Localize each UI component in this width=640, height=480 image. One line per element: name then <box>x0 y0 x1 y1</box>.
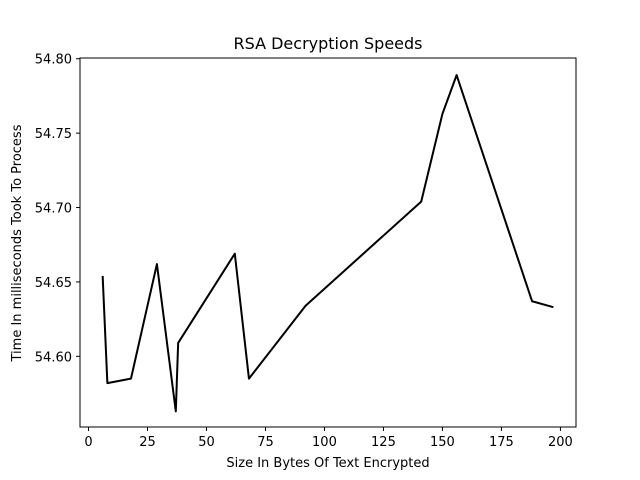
plot-area <box>101 74 554 413</box>
y-axis: 54.60 54.65 54.70 54.75 54.80 <box>35 53 80 365</box>
x-tick-label: 175 <box>489 435 514 450</box>
y-tick-label: 54.70 <box>35 202 72 217</box>
x-tick-label: 200 <box>548 435 573 450</box>
y-tick-label: 54.75 <box>35 127 72 142</box>
y-tick-label: 54.80 <box>35 53 72 68</box>
chart-title: RSA Decryption Speeds <box>234 34 423 53</box>
x-tick-label: 25 <box>139 435 156 450</box>
axes-frame <box>79 57 577 428</box>
y-axis-label: Time In milliseconds Took To Process <box>10 124 25 362</box>
x-tick-label: 50 <box>198 435 215 450</box>
x-tick-label: 0 <box>84 435 92 450</box>
series-line <box>101 74 554 413</box>
x-axis: 0 25 50 75 100 125 150 175 200 <box>84 427 573 450</box>
x-axis-label: Size In Bytes Of Text Encrypted <box>226 456 429 471</box>
x-tick-label: 150 <box>430 435 455 450</box>
x-tick-label: 125 <box>371 435 396 450</box>
y-tick-label: 54.60 <box>35 350 72 365</box>
x-tick-label: 100 <box>312 435 337 450</box>
x-tick-label: 75 <box>257 435 274 450</box>
y-tick-label: 54.65 <box>35 276 72 291</box>
